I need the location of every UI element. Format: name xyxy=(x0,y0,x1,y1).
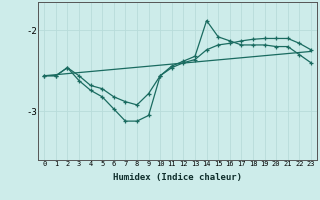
X-axis label: Humidex (Indice chaleur): Humidex (Indice chaleur) xyxy=(113,173,242,182)
